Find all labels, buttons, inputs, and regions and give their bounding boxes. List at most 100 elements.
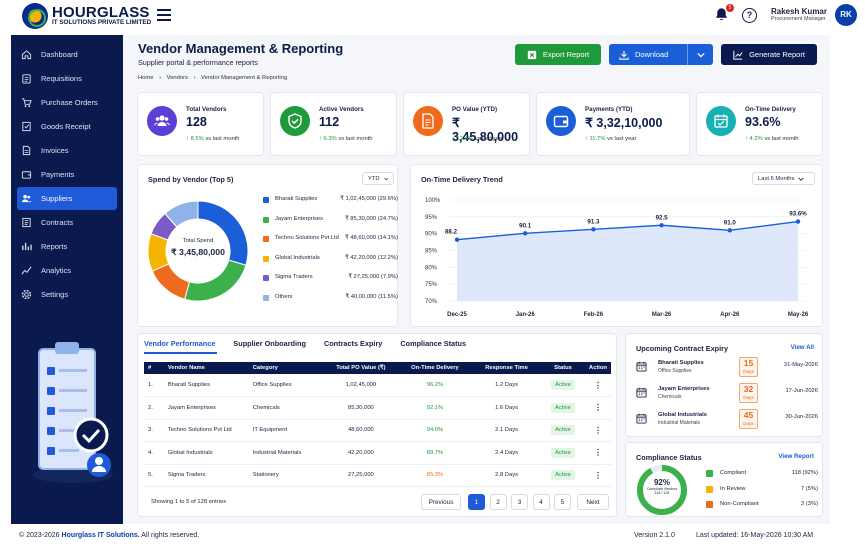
- view-compliance-report-link[interactable]: View Report: [778, 453, 814, 460]
- footer-company[interactable]: Hourglass IT Solutions.: [61, 532, 140, 539]
- trend-point[interactable]: [659, 223, 664, 228]
- kpi-label: Payments (YTD): [585, 106, 633, 113]
- calendar-icon: [636, 361, 647, 372]
- vendor-name[interactable]: Global Industrials: [163, 441, 249, 465]
- sidebar-item-label: Reports: [41, 242, 68, 251]
- contract-category: Industrial Materials: [658, 420, 700, 426]
- chevron-down-icon[interactable]: [687, 44, 713, 65]
- sidebar-item-contracts[interactable]: Contracts: [17, 211, 117, 234]
- x-tick-label: Jan-26: [516, 312, 536, 318]
- hamburger-menu-icon[interactable]: [157, 9, 171, 21]
- vendor-category: Stationery: [248, 464, 324, 487]
- users-icon: [147, 106, 177, 136]
- legend-swatch: [263, 294, 269, 301]
- contract-row[interactable]: Jayam Enterprises Chemicals 32 Days 17-Jun-2…: [636, 383, 818, 409]
- sidebar-item-invoices[interactable]: Invoices: [17, 139, 117, 162]
- clipboard-illustration-icon: [33, 342, 113, 483]
- donut-slice-others[interactable]: [164, 200, 199, 228]
- tab-supplier-onboarding[interactable]: Supplier Onboarding: [233, 339, 306, 348]
- legend-value: ₹ 85,30,000 (24.7%): [345, 215, 398, 222]
- sidebar-item-requisitions[interactable]: Requisitions: [17, 67, 117, 90]
- trend-point[interactable]: [727, 228, 732, 233]
- receipt-icon: [22, 121, 31, 132]
- notification-bell-icon[interactable]: 5: [714, 4, 734, 23]
- pagination-page-4[interactable]: 4: [532, 494, 550, 510]
- sidebar-item-settings[interactable]: Settings: [17, 283, 117, 306]
- kpi-label: PO Value (YTD): [452, 106, 498, 113]
- legend-item: Global Industrials ₹ 42,20,000 (12.2%): [263, 254, 398, 274]
- compliance-sub-label: Compliant Vendors: [646, 486, 678, 491]
- tab-compliance-status[interactable]: Compliance Status: [400, 339, 467, 348]
- kpi-change-value: ↑ 4.2%: [745, 136, 763, 142]
- view-all-contracts-link[interactable]: View All: [790, 344, 814, 351]
- row-action-menu-icon[interactable]: ⋮: [584, 374, 611, 397]
- trend-point[interactable]: [454, 237, 460, 242]
- vendor-name[interactable]: Bharati Supplies: [163, 374, 249, 397]
- pagination-page-2[interactable]: 2: [489, 494, 507, 510]
- pagination-previous[interactable]: Previous: [421, 494, 461, 510]
- legend-value: ₹ 42,20,000 (12.2%): [345, 254, 398, 261]
- tab-contracts-expiry[interactable]: Contracts Expiry: [323, 339, 383, 348]
- trend-data-label: 90.1: [519, 222, 532, 229]
- table-row[interactable]: 3. Techno Solutions Pvt Ltd IT Equipment 48…: [144, 419, 611, 442]
- sidebar-item-reports[interactable]: Reports: [17, 235, 117, 258]
- sidebar-item-purchase-orders[interactable]: Purchase Orders: [17, 91, 117, 114]
- breadcrumb-home[interactable]: Home: [138, 75, 154, 81]
- sidebar-item-suppliers[interactable]: Suppliers: [17, 187, 117, 210]
- brand-logo[interactable]: HOURGLASS IT SOLUTIONS PRIVATE LIMITED: [22, 3, 151, 29]
- table-row[interactable]: 5. Sigma Traders Stationery 27,25,000 85.3% 2…: [144, 464, 611, 487]
- sidebar-item-goods-receipt[interactable]: Goods Receipt: [17, 115, 117, 138]
- trend-point[interactable]: [523, 231, 528, 236]
- breadcrumb-vendors[interactable]: Vendors: [166, 75, 188, 81]
- pagination-page-3[interactable]: 3: [511, 494, 528, 510]
- trend-period-select[interactable]: Last 6 Months: [752, 172, 815, 185]
- pagination-next[interactable]: Next: [577, 494, 609, 510]
- response-time: 1.6 Days: [471, 396, 542, 420]
- download-button[interactable]: Download: [609, 44, 713, 65]
- po-value: 42,20,000: [323, 441, 398, 465]
- trend-point[interactable]: [795, 219, 801, 224]
- table-row[interactable]: 2. Jayam Enterprises Chemicals 85,30,000 92.…: [144, 396, 611, 420]
- export-report-button[interactable]: Export Report: [515, 44, 601, 65]
- kpi-card-payments-ytd: Payments (YTD) ₹ 3,32,10,000 ↑ 11.7% vs la…: [536, 92, 690, 156]
- table-row[interactable]: 1. Bharati Supplies Office Supplies 1,02,45…: [144, 374, 611, 397]
- compliance-legend-item: Compliant 118 (92%): [706, 469, 818, 481]
- legend-value: ₹ 48,60,000 (14.1%): [345, 235, 398, 241]
- kpi-label: Active Vendors: [319, 106, 364, 113]
- pagination-page-5[interactable]: 5: [554, 494, 571, 510]
- sidebar-item-label: Dashboard: [41, 50, 78, 59]
- status-badge: Active: [551, 402, 575, 413]
- spend-card-title: Spend by Vendor (Top 5): [148, 175, 234, 184]
- vendor-name[interactable]: Techno Solutions Pvt Ltd: [163, 419, 249, 442]
- trend-point[interactable]: [591, 227, 596, 232]
- user-info[interactable]: Rakesh Kumar Procurement Manager: [771, 7, 827, 23]
- kpi-card-on-time-delivery: On-Time Delivery 93.6% ↑ 4.2% vs last mont…: [696, 92, 823, 156]
- row-action-menu-icon[interactable]: ⋮: [584, 419, 611, 442]
- avatar[interactable]: RK: [835, 4, 857, 26]
- help-icon[interactable]: ?: [741, 7, 757, 23]
- tab-vendor-performance[interactable]: Vendor Performance: [144, 339, 218, 354]
- kpi-label: On-Time Delivery: [745, 106, 796, 113]
- legend-value: ₹ 1,02,45,000 (29.6%): [340, 196, 398, 202]
- row-action-menu-icon[interactable]: ⋮: [584, 396, 611, 420]
- contract-row[interactable]: Bharati Supplies Office Supplies 15 Days 31-…: [636, 357, 818, 383]
- vendor-name[interactable]: Jayam Enterprises: [163, 396, 249, 420]
- compliance-legend-value: 7 (5%): [800, 485, 818, 492]
- contract-row[interactable]: Global Industrials Industrial Materials 45…: [636, 409, 818, 435]
- column-header: Category: [252, 365, 278, 371]
- row-action-menu-icon[interactable]: ⋮: [584, 441, 611, 465]
- generate-report-button[interactable]: Generate Report: [721, 44, 817, 65]
- sidebar-item-dashboard[interactable]: Dashboard: [17, 43, 117, 66]
- trend-data-label: 92.5: [656, 214, 669, 221]
- notification-count-badge: 5: [725, 4, 734, 12]
- sidebar-item-payments[interactable]: Payments: [17, 163, 117, 186]
- table-row[interactable]: 4. Global Industrials Industrial Materials…: [144, 441, 611, 465]
- sidebar-item-analytics[interactable]: Analytics: [17, 259, 117, 282]
- row-action-menu-icon[interactable]: ⋮: [584, 464, 611, 487]
- spend-period-select[interactable]: YTD: [362, 172, 394, 185]
- contract-category: Office Supplies: [658, 368, 692, 374]
- vendor-table-card: Vendor Performance Supplier Onboarding Con…: [137, 333, 617, 517]
- vendor-name[interactable]: Sigma Traders: [163, 464, 249, 487]
- legend-name: Global Industrials: [275, 254, 320, 261]
- pagination-page-1[interactable]: 1: [468, 494, 485, 510]
